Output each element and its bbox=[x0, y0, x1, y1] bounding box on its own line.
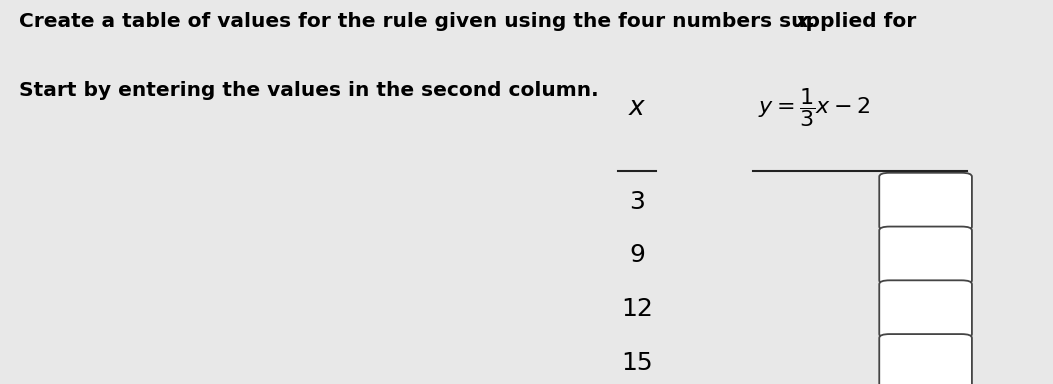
Text: $x$: $x$ bbox=[628, 94, 647, 121]
Text: Create a table of values for the rule given using the four numbers supplied for: Create a table of values for the rule gi… bbox=[19, 12, 923, 30]
Text: $y = \dfrac{1}{3}x - 2$: $y = \dfrac{1}{3}x - 2$ bbox=[758, 86, 871, 129]
FancyBboxPatch shape bbox=[879, 227, 972, 284]
FancyBboxPatch shape bbox=[879, 334, 972, 384]
Text: Start by entering the values in the second column.: Start by entering the values in the seco… bbox=[19, 81, 598, 99]
FancyBboxPatch shape bbox=[879, 173, 972, 230]
Text: 12: 12 bbox=[621, 297, 653, 321]
Text: 3: 3 bbox=[629, 190, 645, 214]
FancyBboxPatch shape bbox=[879, 280, 972, 338]
Text: 15: 15 bbox=[621, 351, 653, 375]
Text: 9: 9 bbox=[629, 243, 645, 267]
Text: x.: x. bbox=[796, 12, 817, 30]
